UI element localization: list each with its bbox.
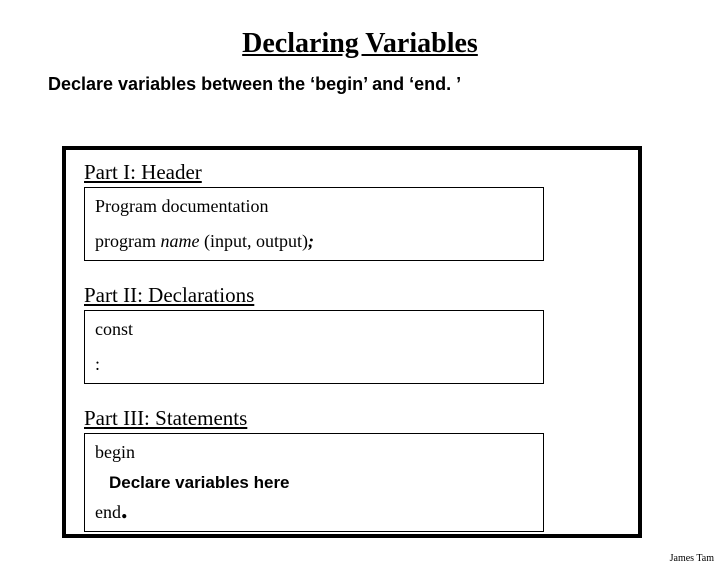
part3-box: begin Declare variables here end. <box>84 433 544 532</box>
program-structure-box: Part I: Header Program documentation pro… <box>62 146 642 538</box>
part1-line2: program name (input, output); <box>95 231 533 252</box>
part3-heading: Part III: Statements <box>84 406 620 431</box>
part1-box: Program documentation program name (inpu… <box>84 187 544 261</box>
part3-end: end. <box>95 501 533 523</box>
part2-line1: const <box>95 319 533 340</box>
part2-line2: : <box>95 354 533 375</box>
text-program: program <box>95 231 160 251</box>
part1-line1: Program documentation <box>95 196 533 217</box>
declare-here-label: Declare variables here <box>109 473 533 493</box>
part3-begin: begin <box>95 442 533 463</box>
page-title: Declaring Variables <box>0 28 720 60</box>
text-io: (input, output) <box>199 231 308 251</box>
part2-box: const : <box>84 310 544 384</box>
footer-author: James Tam <box>670 553 714 564</box>
text-semicolon: ; <box>308 231 314 251</box>
slide: Declaring Variables Declare variables be… <box>0 28 720 568</box>
part1-heading: Part I: Header <box>84 160 620 185</box>
spacer <box>95 219 533 229</box>
spacer <box>95 342 533 352</box>
text-name: name <box>160 231 199 251</box>
text-end-dot: . <box>121 495 128 524</box>
text-end: end <box>95 502 121 522</box>
part2-heading: Part II: Declarations <box>84 283 620 308</box>
subtitle: Declare variables between the ‘begin’ an… <box>48 74 720 95</box>
